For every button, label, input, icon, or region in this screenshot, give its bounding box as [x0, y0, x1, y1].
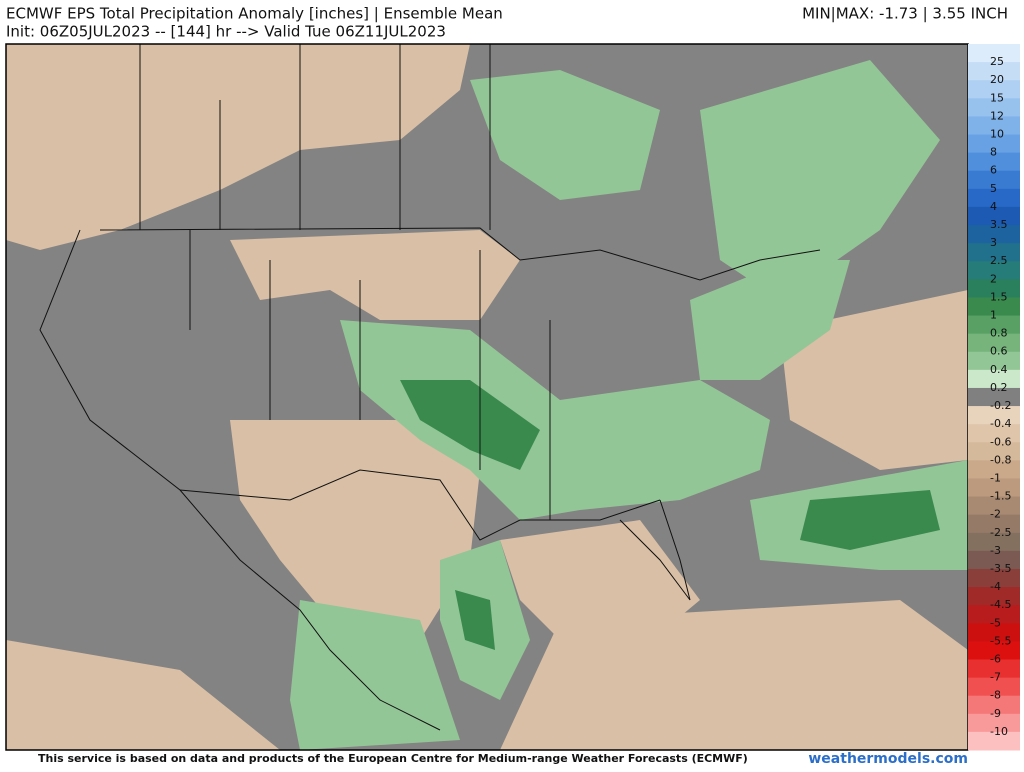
colorbar-cell: [968, 44, 1020, 63]
colorbar-label: 12: [990, 109, 1004, 122]
strong-wet-areas: [400, 380, 940, 650]
colorbar-cell: [968, 261, 1020, 280]
colorbar-label: 15: [990, 91, 1004, 104]
colorbar-label: -0.8: [990, 453, 1011, 466]
colorbar-cell: [968, 695, 1020, 715]
colorbar-label: -0.4: [990, 417, 1011, 430]
colorbar-cell: [968, 243, 1020, 262]
colorbar-label: -0.2: [990, 399, 1011, 412]
colorbar-label: 5: [990, 182, 997, 195]
colorbar-label: -3.5: [990, 562, 1011, 575]
colorbar-label: -5: [990, 616, 1001, 629]
colorbar-label: 25: [990, 55, 1004, 68]
colorbar-cell: [968, 442, 1020, 461]
colorbar-cell: [968, 315, 1020, 335]
colorbar-cell: [968, 406, 1020, 425]
colorbar-label: -2.5: [990, 526, 1011, 539]
colorbar-cell: [968, 568, 1020, 588]
site-link[interactable]: weathermodels.com: [808, 751, 968, 767]
colorbar-label: 6: [990, 164, 997, 177]
map: [5, 43, 969, 751]
colorbar-cell: [968, 170, 1020, 190]
colorbar-label: 10: [990, 128, 1004, 141]
colorbar-label: 20: [990, 73, 1004, 86]
colorbar-label: 1.5: [990, 290, 1008, 303]
colorbar-cell: [968, 713, 1020, 733]
colorbar-cell: [968, 387, 1020, 407]
min-max: MIN|MAX: -1.73 | 3.55 INCH: [802, 5, 1008, 23]
colorbar-cell: [968, 514, 1020, 534]
colorbar-cell: [968, 206, 1020, 226]
colorbar-cell: [968, 188, 1020, 208]
colorbar-cell: [968, 116, 1020, 136]
colorbar-label: -3: [990, 544, 1001, 557]
colorbar-cell: [968, 550, 1020, 570]
colorbar-label: -9: [990, 707, 1001, 720]
colorbar-cell: [968, 623, 1020, 642]
colorbar-cell: [968, 532, 1020, 552]
colorbar-label: 4: [990, 200, 997, 213]
dry-anomaly-areas: [6, 44, 968, 750]
colorbar-cell: [968, 587, 1020, 606]
colorbar-cell: [968, 297, 1020, 317]
colorbar-label: 0.4: [990, 363, 1008, 376]
colorbar-cell: [968, 351, 1020, 371]
colorbar-cell: [968, 333, 1020, 353]
colorbar-cell: [968, 478, 1020, 498]
colorbar-label: 8: [990, 146, 997, 159]
colorbar-label: -10: [990, 725, 1008, 738]
colorbar-label: -1.5: [990, 490, 1011, 503]
colorbar-label: -6: [990, 652, 1001, 665]
colorbar-label: -4.5: [990, 598, 1011, 611]
colorbar-label: 2.5: [990, 254, 1008, 267]
colorbar-cell: [968, 98, 1020, 117]
colorbar-label: -4: [990, 580, 1001, 593]
colorbar-label: 1: [990, 309, 997, 322]
colorbar-label: 2: [990, 272, 997, 285]
colorbar-label: 0.6: [990, 345, 1008, 358]
colorbar-label: 0.2: [990, 381, 1008, 394]
colorbar-label: 3: [990, 236, 997, 249]
colorbar-label: -2: [990, 508, 1001, 521]
colorbar: 25 20 15 12 10 8 6 5 4 3.5 3 2.5 2 1.5 1 0.8 0.6 0.4 0.2 -0…: [968, 44, 1020, 751]
colorbar-label: -8: [990, 689, 1001, 702]
borders: [39, 44, 821, 731]
colorbar-label: 0.8: [990, 327, 1008, 340]
colorbar-label: -1: [990, 471, 1001, 484]
colorbar-cell: [968, 369, 1020, 389]
colorbar-label: -7: [990, 671, 1001, 684]
colorbar-label: -0.6: [990, 435, 1011, 448]
colorbar-cell: [968, 134, 1020, 154]
colorbar-cell: [968, 677, 1020, 697]
colorbar-cell: [968, 496, 1020, 516]
wet-anomaly-areas: [290, 60, 968, 750]
colorbar-cell: [968, 460, 1020, 479]
colorbar-cell: [968, 62, 1020, 81]
colorbar-cell: [968, 424, 1020, 443]
colorbar-cell: [968, 605, 1020, 624]
colorbar-label: 3.5: [990, 218, 1008, 231]
colorbar-cell: [968, 641, 1020, 660]
colorbar-label: -5.5: [990, 634, 1011, 647]
title: ECMWF EPS Total Precipitation Anomaly [i…: [6, 5, 503, 23]
colorbar-cell: [968, 731, 1020, 751]
colorbar-cell: [968, 279, 1020, 298]
colorbar-cell: [968, 152, 1020, 172]
credit: This service is based on data and produc…: [38, 752, 748, 765]
subtitle: Init: 06Z05JUL2023 -- [144] hr --> Valid…: [6, 23, 446, 41]
colorbar-cell: [968, 659, 1020, 679]
colorbar-cell: [968, 80, 1020, 99]
colorbar-cell: [968, 225, 1020, 244]
